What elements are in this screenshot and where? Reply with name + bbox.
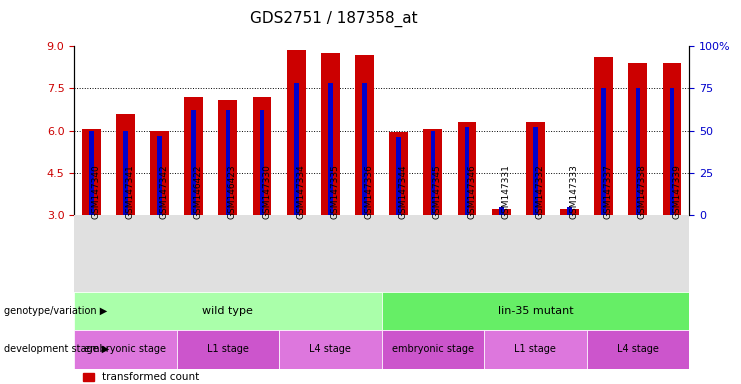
Text: GSM147338: GSM147338 (638, 164, 647, 219)
Bar (594, 57, 613, 215)
Text: GSM146422: GSM146422 (193, 164, 203, 219)
Bar (431, 131, 435, 215)
Bar (499, 207, 504, 215)
Bar (628, 63, 648, 215)
Bar (636, 88, 640, 215)
Text: GSM147341: GSM147341 (125, 164, 134, 219)
Text: GSM147340: GSM147340 (91, 164, 100, 219)
Bar (150, 131, 169, 215)
Bar (116, 114, 135, 215)
Bar (526, 122, 545, 215)
Text: lin-35 mutant: lin-35 mutant (497, 306, 574, 316)
Bar (465, 127, 469, 215)
Text: wild type: wild type (202, 306, 253, 316)
Bar (492, 209, 511, 215)
Bar (662, 63, 682, 215)
Bar (259, 110, 265, 215)
Bar (191, 110, 196, 215)
Text: L4 stage: L4 stage (310, 344, 351, 354)
Bar (74, 330, 176, 369)
Text: GSM147333: GSM147333 (570, 164, 579, 219)
Bar (355, 55, 374, 215)
Bar (389, 132, 408, 215)
Text: GSM146423: GSM146423 (228, 164, 237, 219)
Text: GSM147339: GSM147339 (672, 164, 681, 219)
Text: GSM147336: GSM147336 (365, 164, 373, 219)
Text: GSM147334: GSM147334 (296, 164, 305, 219)
Text: genotype/variation ▶: genotype/variation ▶ (4, 306, 107, 316)
Bar (328, 83, 333, 215)
Text: embryonic stage: embryonic stage (392, 344, 473, 354)
Bar (602, 88, 606, 215)
Text: GSM147337: GSM147337 (604, 164, 613, 219)
Text: GSM147342: GSM147342 (159, 164, 168, 219)
Bar (423, 129, 442, 215)
Text: L4 stage: L4 stage (617, 344, 659, 354)
Bar (89, 131, 93, 215)
Text: L1 stage: L1 stage (207, 344, 249, 354)
Bar (484, 330, 587, 369)
Text: GSM147335: GSM147335 (330, 164, 339, 219)
Text: GSM147346: GSM147346 (467, 164, 476, 219)
Bar (225, 110, 230, 215)
Bar (587, 330, 689, 369)
Bar (362, 83, 367, 215)
Bar (287, 50, 305, 215)
Bar (533, 127, 538, 215)
Bar (321, 53, 340, 215)
Text: GSM147345: GSM147345 (433, 164, 442, 219)
Text: GSM147344: GSM147344 (399, 164, 408, 219)
Bar (176, 330, 279, 369)
Bar (382, 292, 689, 330)
Bar (396, 137, 401, 215)
Text: GSM147332: GSM147332 (535, 164, 545, 219)
Bar (458, 122, 476, 215)
Legend: transformed count, percentile rank within the sample: transformed count, percentile rank withi… (79, 368, 282, 384)
Text: GDS2751 / 187358_at: GDS2751 / 187358_at (250, 11, 417, 27)
Text: GSM147330: GSM147330 (262, 164, 271, 219)
Text: embryonic stage: embryonic stage (84, 344, 166, 354)
Bar (157, 136, 162, 215)
Bar (82, 129, 101, 215)
Bar (185, 97, 203, 215)
Bar (279, 330, 382, 369)
Text: L1 stage: L1 stage (514, 344, 556, 354)
Text: GSM147331: GSM147331 (501, 164, 511, 219)
Bar (123, 131, 127, 215)
Bar (560, 209, 579, 215)
Bar (670, 88, 674, 215)
Bar (382, 330, 484, 369)
Bar (219, 99, 237, 215)
Bar (294, 83, 299, 215)
Bar (567, 207, 572, 215)
Text: development stage ▶: development stage ▶ (4, 344, 109, 354)
Bar (253, 97, 271, 215)
Bar (74, 292, 382, 330)
